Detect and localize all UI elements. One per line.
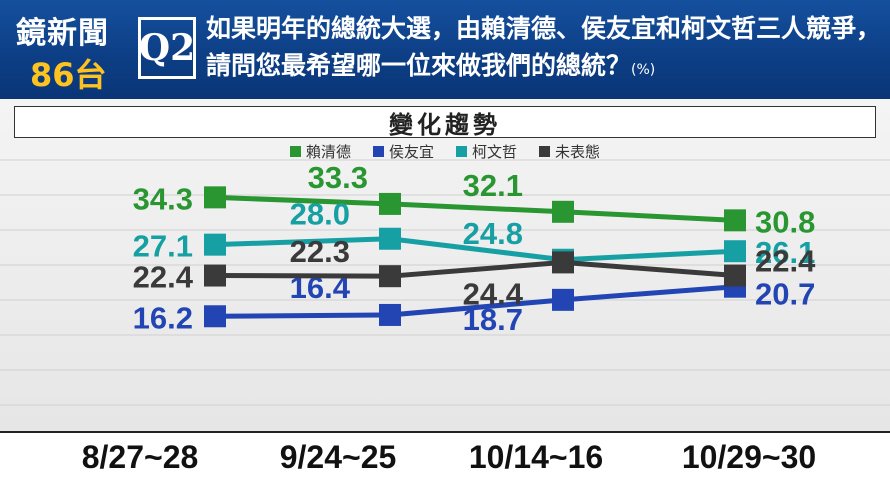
series-line-hou (214, 284, 736, 319)
legend-swatch-ko (456, 146, 467, 157)
data-point-undecided-2 (552, 251, 574, 274)
legend-item-undecided: 未表態 (539, 141, 600, 162)
chart-title: 變化趨勢 (14, 106, 876, 139)
data-label-undecided-0: 22.4 (133, 260, 194, 295)
data-label-lai-3: 30.8 (755, 204, 815, 239)
data-point-hou-2 (552, 288, 574, 311)
question-line-1: 如果明年的總統大選，由賴清德、侯友宜和柯文哲三人競爭， (206, 14, 882, 43)
data-point-hou-1 (379, 303, 401, 326)
legend-swatch-lai (289, 146, 301, 157)
question-line-2-text: 請問您最希望哪一位來做我們的總統？ (206, 51, 632, 80)
data-label-ko-3: 26.1 (755, 235, 815, 270)
legend-item-hou: 侯友宜 (372, 141, 434, 162)
data-point-undecided-3 (724, 264, 746, 287)
data-point-lai-0 (204, 186, 226, 209)
data-label-ko-2: 24.8 (463, 216, 523, 251)
data-label-undecided-3: 22.4 (755, 244, 816, 279)
data-label-lai-2: 32.1 (463, 168, 523, 203)
data-point-undecided-0 (204, 264, 226, 287)
data-label-hou-0: 16.2 (133, 300, 193, 335)
data-point-lai-3 (724, 209, 746, 232)
legend-item-ko: 柯文哲 (456, 141, 517, 162)
data-label-undecided-1: 22.3 (290, 234, 350, 269)
legend-label-ko: 柯文哲 (472, 143, 518, 161)
data-point-ko-3 (724, 240, 746, 263)
series-line-lai (214, 194, 736, 223)
data-label-hou-2: 18.7 (463, 302, 523, 337)
x-tick-label-1: 9/24~25 (280, 439, 397, 475)
legend-label-lai: 賴清德 (305, 143, 351, 161)
data-label-lai-0: 34.3 (133, 181, 193, 216)
series-line-undecided (214, 259, 736, 279)
data-label-lai-1: 33.3 (308, 160, 368, 195)
question-unit: (%) (631, 62, 656, 78)
header-banner: 鏡新聞 86台 Q2 如果明年的總統大選，由賴清德、侯友宜和柯文哲三人競爭， 請… (0, 0, 890, 99)
x-tick-label-3: 10/29~30 (682, 439, 816, 475)
data-point-lai-2 (552, 200, 574, 223)
channel-logo-name: 鏡新聞 (16, 16, 109, 51)
x-axis-band (0, 431, 890, 500)
data-point-ko-1 (379, 227, 401, 250)
chart-legend: 賴清德 侯友宜 柯文哲 未表態 (0, 141, 890, 162)
data-point-ko-0 (204, 233, 226, 256)
data-point-hou-0 (204, 305, 226, 328)
data-point-undecided-1 (379, 265, 401, 288)
data-label-undecided-2: 24.4 (463, 276, 524, 311)
legend-label-hou: 侯友宜 (388, 143, 434, 161)
question-number-badge: Q2 (138, 17, 196, 79)
legend-label-undecided: 未表態 (555, 143, 601, 161)
legend-swatch-undecided (539, 146, 551, 157)
question-text: 如果明年的總統大選，由賴清德、侯友宜和柯文哲三人競爭， 請問您最希望哪一位來做我… (206, 10, 886, 89)
question-line-2: 請問您最希望哪一位來做我們的總統？(%) (206, 47, 886, 89)
x-tick-label-2: 10/14~16 (469, 439, 603, 475)
data-label-hou-3: 20.7 (755, 277, 815, 312)
series-line-ko (214, 236, 736, 263)
channel-logo-number: 86台 (30, 56, 107, 94)
legend-item-lai: 賴清德 (289, 141, 351, 162)
legend-swatch-hou (372, 146, 384, 157)
data-point-lai-1 (379, 192, 401, 215)
x-tick-label-0: 8/27~28 (82, 439, 199, 475)
data-label-ko-0: 27.1 (133, 229, 193, 264)
data-label-ko-1: 28.0 (290, 197, 350, 232)
